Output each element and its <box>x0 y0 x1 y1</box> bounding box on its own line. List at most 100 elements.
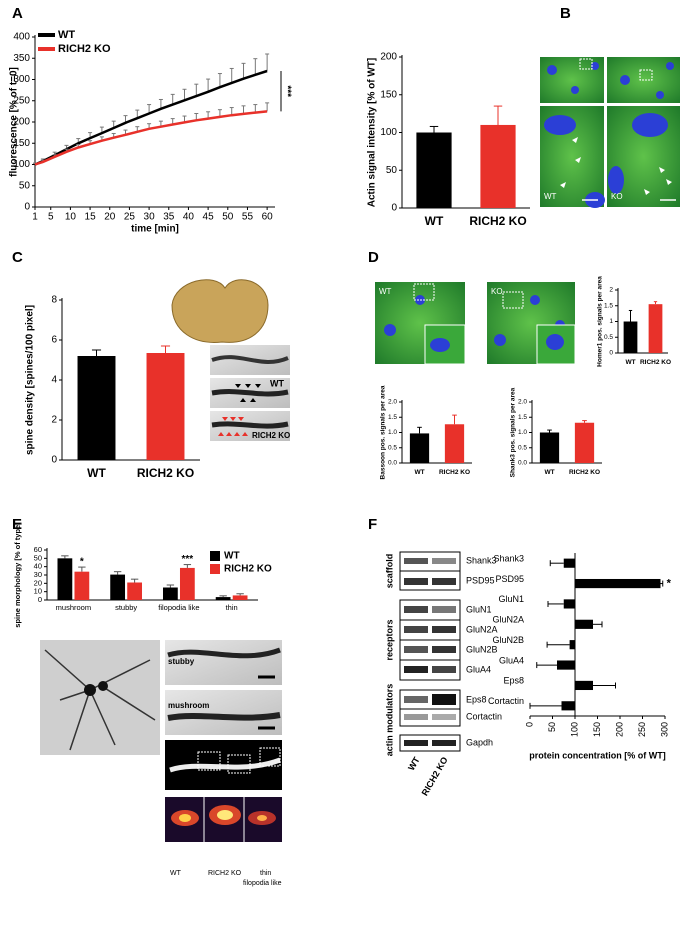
x-tick-label: WT <box>87 466 106 480</box>
legend-swatch <box>210 564 220 574</box>
blot-label: GluN2B <box>466 644 498 654</box>
y-tick-label: 0 <box>391 203 397 214</box>
y-axis-label: Bassoon pos. signals per area <box>380 385 387 479</box>
bar <box>162 587 178 600</box>
panel-label: E <box>12 516 22 533</box>
x-tick-label: 5 <box>48 212 54 223</box>
category-label: PSD95 <box>495 574 524 584</box>
group-label: receptors <box>384 619 394 660</box>
bar <box>561 701 575 711</box>
legend-swatch <box>210 551 220 561</box>
blot-label: Eps8 <box>466 694 487 704</box>
blot-label: GluN2A <box>466 624 498 634</box>
bar <box>557 660 575 670</box>
x-tick-label: 35 <box>163 212 175 223</box>
x-tick-label: 100 <box>569 722 579 737</box>
x-tick-label: WT <box>544 469 554 476</box>
x-tick-label: RICH2 KO <box>439 469 470 476</box>
x-tick-label: 15 <box>85 212 97 223</box>
category-label: GluN1 <box>498 594 524 604</box>
y-tick-label: 40 <box>34 562 42 571</box>
y-tick-label: 0 <box>24 202 30 213</box>
y-axis-label: Actin signal intensity [% of WT] <box>367 58 378 207</box>
category-label: GluN2A <box>492 615 524 625</box>
y-tick-label: 2 <box>51 415 57 426</box>
image-label: WT <box>170 870 182 877</box>
category-label: Cortactin <box>488 696 524 706</box>
bar <box>648 304 663 353</box>
panel-label: F <box>368 516 377 533</box>
bar <box>444 424 465 463</box>
micrographs-c: WT RICH2 KO <box>171 279 290 441</box>
x-axis-label: time [min] <box>131 224 179 235</box>
y-tick-label: 150 <box>13 138 30 149</box>
y-tick-label: 0.5 <box>388 444 397 451</box>
panel-label: B <box>560 5 571 22</box>
y-tick-label: 300 <box>13 74 30 85</box>
image-label: thin <box>260 870 271 877</box>
bar <box>146 353 185 460</box>
blot-label: Shank3 <box>466 555 497 565</box>
x-tick-label: RICH2 KO <box>640 359 671 366</box>
y-tick-label: 0 <box>609 350 613 357</box>
y-tick-label: 250 <box>13 95 30 106</box>
category-label: GluN2B <box>492 635 524 645</box>
bar <box>539 432 560 463</box>
x-tick-label: 10 <box>65 212 77 223</box>
x-tick-label: 45 <box>203 212 215 223</box>
x-tick-label: WT <box>625 359 635 366</box>
micrographs-e: WT RICH2 KO thin filopodia like stubby m… <box>40 640 282 887</box>
blot-label: Gapdh <box>466 737 493 747</box>
panel-label: A <box>12 5 23 22</box>
bar <box>480 124 516 208</box>
legend-label: RICH2 KO <box>58 43 111 55</box>
y-tick-label: 1.5 <box>388 414 397 421</box>
category-label: Eps8 <box>503 676 524 686</box>
bar <box>575 619 593 629</box>
bar <box>110 574 126 600</box>
y-tick-label: 2 <box>609 287 613 294</box>
x-tick-label: 150 <box>592 722 602 737</box>
line <box>34 110 268 166</box>
x-tick-label: 60 <box>262 212 274 223</box>
lane-label: WT <box>406 755 422 773</box>
x-tick-label: WT <box>414 469 424 476</box>
micrographs-d: WT KO <box>375 282 576 365</box>
bar <box>179 567 195 600</box>
bar <box>127 582 143 600</box>
bar <box>623 321 638 353</box>
image-label: KO <box>611 192 623 201</box>
lane-label: RICH2 KO <box>420 755 450 797</box>
y-tick-label: 200 <box>380 52 397 63</box>
western-blots: Shank3 PSD95 GluN1 GluN2A GluN2B GluA4 E… <box>384 551 502 797</box>
image-label: WT <box>270 378 284 388</box>
bar <box>416 132 452 208</box>
y-tick-label: 50 <box>34 553 42 562</box>
line <box>34 69 268 166</box>
y-tick-label: 0.0 <box>518 460 527 467</box>
significance: * <box>80 557 84 568</box>
legend-label: WT <box>58 29 75 41</box>
y-tick-label: 2.0 <box>518 399 527 406</box>
x-tick-label: 0 <box>524 722 534 727</box>
x-tick-label: 20 <box>104 212 116 223</box>
bar <box>575 680 593 691</box>
y-tick-label: 400 <box>13 32 30 43</box>
bar <box>563 558 575 568</box>
y-tick-label: 150 <box>380 89 397 100</box>
bar <box>575 578 661 589</box>
x-tick-label: 300 <box>659 722 669 737</box>
x-axis-label: protein concentration [% of WT] <box>529 750 666 760</box>
y-tick-label: 2.0 <box>388 399 397 406</box>
y-axis-label: Shank3 pos. signals per area <box>510 387 517 477</box>
y-tick-label: 30 <box>34 570 42 579</box>
image-label: RICH2 KO <box>252 431 290 440</box>
significance: * <box>667 577 672 589</box>
legend-label: RICH2 KO <box>224 564 272 575</box>
y-tick-label: 50 <box>19 180 31 191</box>
bar <box>74 571 90 600</box>
bar <box>574 422 595 463</box>
x-tick-label: filopodia like <box>158 603 199 612</box>
image-label: KO <box>491 287 503 296</box>
